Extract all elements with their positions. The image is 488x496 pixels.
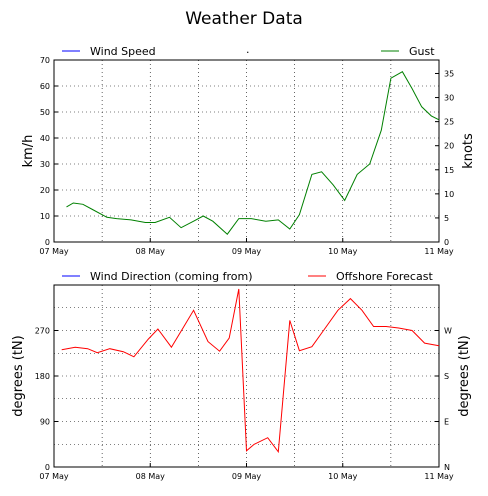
direction-chart-ylabel-right: degrees (tN) bbox=[457, 335, 472, 416]
direction-xtick-label: 09 May bbox=[232, 472, 262, 481]
wind-xtick-label: 08 May bbox=[136, 247, 166, 256]
wind-ytick-label: 40 bbox=[40, 134, 50, 143]
direction-y2tick-label: W bbox=[444, 327, 452, 336]
direction-y2tick-label: E bbox=[444, 418, 449, 427]
wind-ytick-label: 50 bbox=[40, 108, 50, 117]
direction-chart-legend: Wind Direction (coming from) Offshore Fo… bbox=[62, 270, 433, 283]
wind-ytick-label: 20 bbox=[40, 186, 50, 195]
wind-chart-ylabel-right: knots bbox=[461, 133, 476, 169]
legend-label-wind-direction: Wind Direction (coming from) bbox=[90, 270, 253, 283]
wind-chart: Wind Speed . Gust 0 10 20 30 40 50 60 70 0 5 10 15… bbox=[21, 43, 476, 256]
direction-xtick-label: 10 May bbox=[328, 472, 358, 481]
figure-title: Weather Data bbox=[185, 9, 303, 29]
wind-chart-y-ticks: 0 10 20 30 40 50 60 70 bbox=[40, 56, 58, 247]
wind-ytick-label: 60 bbox=[40, 82, 50, 91]
legend-stray-mark: . bbox=[246, 43, 250, 56]
wind-ytick-label: 30 bbox=[40, 160, 50, 169]
wind-chart-legend: Wind Speed . Gust bbox=[62, 43, 435, 58]
wind-chart-x-ticks: 07 May 08 May 09 May 10 May 11 May bbox=[39, 238, 454, 256]
legend-label-offshore-forecast: Offshore Forecast bbox=[336, 270, 433, 283]
wind-xtick-label: 09 May bbox=[232, 247, 262, 256]
wind-y2tick-label: 10 bbox=[444, 190, 454, 199]
wind-y2tick-label: 25 bbox=[444, 118, 454, 127]
direction-xtick-label: 11 May bbox=[424, 472, 454, 481]
wind-y2tick-label: 30 bbox=[444, 94, 454, 103]
wind-xtick-label: 07 May bbox=[39, 247, 69, 256]
series-line-offshore-forecast bbox=[61, 288, 440, 454]
direction-chart-y2-ticks: N E S W bbox=[435, 327, 452, 472]
direction-chart: Wind Direction (coming from) Offshore Fo… bbox=[11, 270, 472, 481]
wind-chart-ylabel: km/h bbox=[21, 135, 36, 168]
legend-label-gust: Gust bbox=[409, 45, 435, 58]
legend-label-wind-speed: Wind Speed bbox=[90, 45, 156, 58]
direction-y2tick-label: N bbox=[444, 463, 450, 472]
direction-ytick-label: 0 bbox=[45, 463, 50, 472]
direction-ytick-label: 90 bbox=[40, 418, 50, 427]
direction-chart-ylabel: degrees (tN) bbox=[11, 335, 26, 416]
wind-chart-axes-frame bbox=[53, 59, 440, 243]
direction-ytick-label: 270 bbox=[35, 327, 50, 336]
wind-xtick-label: 11 May bbox=[424, 247, 454, 256]
direction-chart-x-ticks: 07 May 08 May 09 May 10 May 11 May bbox=[39, 463, 454, 481]
direction-xtick-label: 07 May bbox=[39, 472, 69, 481]
wind-ytick-label: 10 bbox=[40, 212, 50, 221]
wind-y2tick-label: 0 bbox=[444, 238, 449, 247]
direction-y2tick-label: S bbox=[444, 372, 449, 381]
wind-y2tick-label: 5 bbox=[444, 214, 449, 223]
wind-y2tick-label: 35 bbox=[444, 69, 454, 78]
direction-ytick-label: 180 bbox=[35, 372, 50, 381]
wind-ytick-label: 0 bbox=[45, 238, 50, 247]
series-line-gust bbox=[66, 71, 440, 235]
wind-chart-grid bbox=[54, 60, 439, 242]
wind-y2tick-label: 20 bbox=[444, 142, 454, 151]
direction-chart-y-ticks: 0 90 180 270 bbox=[35, 327, 58, 472]
direction-chart-grid bbox=[54, 285, 439, 467]
wind-y2tick-label: 15 bbox=[444, 166, 454, 175]
wind-chart-y2-ticks: 0 5 10 15 20 25 30 35 bbox=[435, 69, 454, 247]
wind-ytick-label: 70 bbox=[40, 56, 50, 65]
direction-xtick-label: 08 May bbox=[136, 472, 166, 481]
wind-xtick-label: 10 May bbox=[328, 247, 358, 256]
